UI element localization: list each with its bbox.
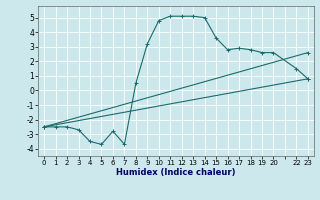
X-axis label: Humidex (Indice chaleur): Humidex (Indice chaleur): [116, 168, 236, 177]
